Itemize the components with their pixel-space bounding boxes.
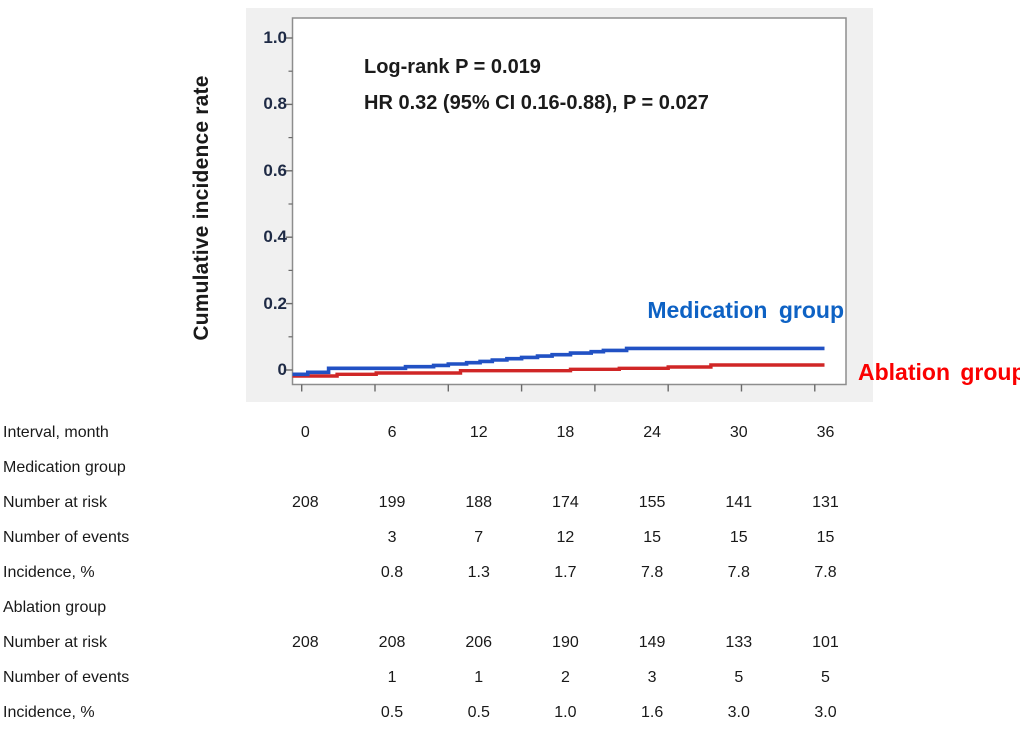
table-cell: 0.5: [380, 704, 404, 721]
table-cell: 12: [469, 424, 488, 441]
y-axis-tick-label: 0.8: [263, 94, 287, 114]
row-label: Interval, month: [3, 424, 109, 441]
table-row: Incidence, % 0.8 1.3 1.7 7.8 7.8 7.8: [0, 555, 870, 590]
legend-ablation-group: Ablation group: [858, 359, 1020, 385]
table-cell: [262, 450, 349, 485]
table-cell: [435, 590, 522, 625]
table-cell: [782, 450, 869, 485]
table-cell: 5: [734, 669, 744, 686]
table-cell: 174: [552, 494, 579, 511]
table-cell: 2: [560, 669, 570, 686]
table-cell: 7: [474, 529, 484, 546]
row-label: Medication group: [3, 459, 126, 476]
row-label: Incidence, %: [3, 564, 95, 581]
row-label: Number of events: [3, 669, 130, 686]
table-cell: 1: [387, 669, 397, 686]
table-row: Incidence, % 0.5 0.5 1.0 1.6 3.0 3.0: [0, 695, 870, 730]
table-cell: 208: [378, 634, 406, 651]
table-row: Number at risk 208 199 188 174 155 141 131: [0, 485, 870, 520]
table-cell: [435, 450, 522, 485]
table-cell: [609, 450, 696, 485]
annotation-hazard-ratio: HR 0.32 (95% CI 0.16-0.88), P = 0.027: [364, 92, 709, 114]
row-label: Number at risk: [3, 494, 108, 511]
table-row: Number at risk 208 208 206 190 149 133 101: [0, 625, 870, 660]
table-cell: 149: [638, 634, 666, 651]
table-cell: [782, 590, 869, 625]
table-cell: 12: [556, 529, 575, 546]
y-axis-tick-label: 0.4: [263, 227, 287, 247]
table-cell: 3.0: [727, 704, 750, 721]
table-cell: 190: [552, 634, 579, 651]
table-cell: 208: [291, 634, 319, 651]
table-cell: 5: [821, 669, 830, 686]
table-cell: 101: [812, 634, 839, 651]
table-cell: 133: [725, 634, 753, 651]
table-cell: 1.0: [554, 704, 577, 721]
table-cell: [695, 590, 782, 625]
table-cell: [262, 660, 349, 695]
table-cell: 155: [638, 494, 666, 511]
table-cell: 1.7: [554, 564, 577, 581]
table-cell: 131: [812, 494, 839, 511]
table-cell: [349, 450, 436, 485]
table-cell: 30: [729, 424, 748, 441]
table-cell: [522, 450, 609, 485]
table-cell: 208: [291, 494, 319, 511]
table-cell: 3: [647, 669, 657, 686]
table-cell: 15: [643, 529, 661, 546]
table-cell: 0.5: [467, 704, 490, 721]
table-cell: 188: [465, 494, 493, 511]
table-row: Number of events 1 1 2 3 5 5: [0, 660, 870, 695]
table-cell: 7.8: [640, 564, 664, 581]
table-cell: 7.8: [814, 564, 837, 581]
table-cell: 141: [725, 494, 753, 511]
table-cell: 24: [643, 424, 661, 441]
table-cell: 1.3: [467, 564, 490, 581]
y-axis-tick-label: 1.0: [263, 28, 287, 47]
row-label: Incidence, %: [3, 704, 95, 721]
table-cell: 36: [816, 424, 835, 441]
table-cell: [262, 520, 349, 555]
table-cell: 3.0: [814, 704, 837, 721]
table-cell: 0.8: [380, 564, 404, 581]
annotation-logrank: Log-rank P = 0.019: [364, 56, 541, 78]
table-cell: [262, 555, 349, 590]
table-cell: 1.6: [640, 704, 664, 721]
y-axis-title: Cumulative incidence rate: [190, 75, 213, 341]
table-cell: [349, 590, 436, 625]
table-cell: 1: [474, 669, 484, 686]
table-cell: 15: [816, 529, 835, 546]
row-label: Number of events: [3, 529, 130, 546]
table-cell: [262, 590, 349, 625]
table-cell: [262, 695, 349, 730]
table-row: Interval, month 0 6 12 18 24 30 36: [0, 415, 870, 450]
table-cell: 18: [556, 424, 575, 441]
table-cell: [609, 590, 696, 625]
figure-background: [246, 8, 873, 402]
table-cell: 7.8: [727, 564, 750, 581]
table-cell: 15: [729, 529, 748, 546]
table-cell: 6: [387, 424, 397, 441]
y-axis-tick-label: 0.6: [263, 160, 287, 180]
table-row: Medication group: [0, 450, 870, 485]
y-axis-tick-label: 0: [277, 360, 287, 379]
table-cell: [522, 590, 609, 625]
table-cell: 0: [300, 424, 310, 441]
table-cell: 199: [378, 494, 406, 511]
table-cell: 3: [387, 529, 397, 546]
row-label: Ablation group: [3, 599, 107, 616]
legend-medication-group: Medication group: [647, 297, 844, 323]
table-row: Number of events 3 7 12 15 15 15: [0, 520, 870, 555]
table-cell: 206: [465, 634, 493, 651]
row-label: Number at risk: [3, 634, 108, 651]
risk-table: Interval, month 0 6 12 18 24 30 36 Medication gr…: [0, 415, 870, 730]
table-row: Ablation group: [0, 590, 870, 625]
y-axis-tick-label: 0.2: [263, 293, 287, 313]
table-cell: [695, 450, 782, 485]
